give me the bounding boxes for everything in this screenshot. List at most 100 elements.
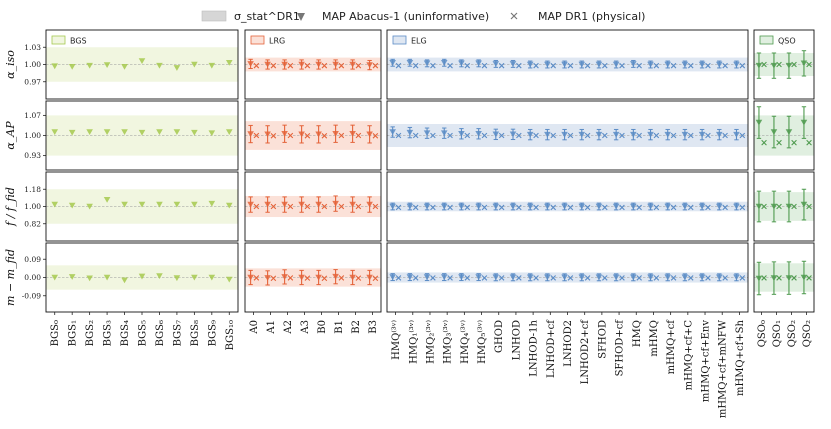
abacus-point-elg-aap-11: [578, 131, 586, 138]
dr1-point-elg-f-14: [636, 204, 642, 211]
abacus-point-bgs-aiso-3: [103, 62, 111, 69]
dr1-point-elg-aiso-16: [670, 62, 677, 69]
dr1-point-qso-aiso-3: [806, 61, 812, 68]
abacus-point-elg-aap-8: [526, 131, 534, 138]
dr1-point-elg-aap-4: [464, 132, 471, 139]
dr1-point-elg-aap-7: [516, 132, 522, 139]
dr1-point-elg-aap-14: [636, 132, 642, 139]
panel-legend-swatch-lrg: [250, 35, 265, 45]
dr1-point-qso-aap-3: [806, 139, 812, 146]
dr1-point-elg-aap-2: [430, 132, 436, 139]
abacus-point-elg-aap-19: [715, 131, 723, 138]
abacus-point-bgs-f-10: [225, 202, 233, 209]
abacus-point-lrg-f-2: [281, 201, 288, 208]
abacus-point-elg-aiso-16: [664, 61, 672, 68]
dr1-point-elg-f-10: [567, 204, 574, 211]
dr1-point-elg-aiso-14: [636, 62, 642, 69]
dr1-point-elg-m-14: [636, 275, 642, 281]
dr1-point-qso-f-3: [806, 203, 812, 210]
abacus-point-lrg-m-0: [247, 274, 254, 281]
dr1-point-elg-f-20: [739, 204, 746, 211]
panel-frame-lrg-m: [244, 242, 382, 313]
dr1-point-elg-f-6: [498, 204, 505, 211]
abacus-point-elg-aap-5: [475, 130, 482, 137]
abacus-point-elg-aap-17: [681, 131, 689, 138]
abacus-point-elg-m-9: [544, 274, 551, 281]
panel-frame-elg-aap: [386, 100, 749, 171]
x-tick-label-elg-1: HMQ₁⁽³ᵛ⁾: [408, 320, 419, 364]
x-tick-label-bgs-9: BGS₉: [207, 320, 218, 346]
abacus-point-bgs-aiso-6: [156, 62, 163, 69]
panel-frame-lrg-aap: [244, 100, 382, 171]
abacus-point-lrg-aap-4: [315, 131, 322, 138]
dr1-point-elg-aap-1: [412, 132, 419, 139]
abacus-point-bgs-aiso-5: [138, 58, 146, 65]
abacus-point-lrg-f-4: [315, 201, 322, 208]
x-tick-label-qso-3: QSO₂: [802, 320, 813, 347]
abacus-point-elg-f-14: [630, 203, 637, 210]
dr1-point-elg-aiso-8: [533, 62, 539, 69]
abacus-point-bgs-aap-9: [208, 130, 216, 137]
x-tick-label-lrg-6: B2: [351, 320, 362, 334]
abacus-point-qso-aiso-0: [755, 62, 763, 69]
abacus-point-lrg-aiso-3: [298, 61, 305, 68]
abacus-point-elg-aiso-13: [612, 61, 620, 68]
dr1-point-elg-aiso-11: [584, 62, 591, 69]
dr1-point-elg-m-19: [722, 275, 728, 281]
dr1-point-lrg-m-7: [372, 275, 379, 282]
abacus-point-elg-aiso-3: [440, 59, 448, 66]
dr1-point-elg-aap-18: [705, 132, 711, 139]
y-tick-label-f-0: 0.82: [24, 219, 41, 228]
dr1-point-lrg-aiso-4: [321, 62, 328, 69]
abacus-point-elg-m-19: [715, 274, 723, 281]
x-tick-label-bgs-3: BGS₃: [103, 320, 114, 346]
abacus-point-elg-f-16: [664, 203, 672, 210]
x-tick-label-bgs-7: BGS₇: [172, 320, 183, 346]
dr1-point-qso-aiso-1: [776, 61, 782, 68]
dr1-point-elg-m-4: [464, 275, 471, 281]
dr1-point-elg-f-5: [481, 204, 488, 211]
x-tick-label-elg-10: LNHOD2: [563, 320, 574, 367]
dr1-point-qso-m-3: [806, 275, 812, 281]
abacus-point-bgs-aap-7: [173, 129, 181, 136]
abacus-point-bgs-f-8: [191, 201, 198, 208]
abacus-point-bgs-aiso-9: [208, 62, 216, 69]
panel-legend-swatch-bgs: [51, 35, 66, 45]
dr1-point-lrg-m-1: [270, 275, 277, 282]
abacus-point-bgs-f-6: [156, 201, 163, 208]
dr1-point-elg-aiso-4: [464, 62, 471, 69]
abacus-point-elg-aiso-1: [406, 59, 414, 66]
abacus-point-bgs-aap-10: [225, 129, 233, 136]
panel-frame-lrg-aiso: [244, 29, 382, 100]
y-axis-label-f: f / f_fid: [4, 187, 17, 227]
dr1-point-elg-f-0: [395, 204, 402, 211]
abacus-point-elg-aiso-9: [544, 61, 551, 68]
abacus-point-elg-m-5: [475, 274, 482, 281]
dr1-point-lrg-f-3: [304, 203, 311, 210]
abacus-point-bgs-m-4: [121, 277, 128, 284]
dr1-point-elg-m-20: [739, 275, 746, 281]
abacus-point-elg-f-11: [578, 203, 586, 210]
panel-frame-bgs-f: [45, 171, 239, 242]
dr1-point-lrg-aap-4: [321, 132, 328, 139]
dr1-point-lrg-f-0: [253, 203, 260, 210]
legend-cross-icon: [510, 12, 518, 20]
legend-band-label: σ_stat^DR1: [234, 10, 300, 23]
dr1-point-elg-aiso-13: [619, 62, 625, 69]
y-tick-label-aiso-1: 1.00: [24, 60, 41, 69]
dr1-point-lrg-aiso-5: [338, 62, 345, 69]
abacus-point-bgs-m-1: [68, 274, 76, 280]
abacus-point-lrg-f-0: [247, 201, 254, 208]
x-tick-label-elg-12: SFHOD: [597, 320, 608, 359]
legend-band-swatch: [201, 10, 227, 22]
abacus-point-elg-m-11: [578, 274, 586, 281]
abacus-point-qso-aiso-2: [785, 62, 793, 69]
abacus-point-lrg-aiso-6: [349, 61, 356, 68]
abacus-point-bgs-aap-0: [51, 129, 59, 136]
dr1-point-qso-f-0: [761, 203, 767, 210]
abacus-point-qso-aap-0: [755, 119, 763, 126]
abacus-point-elg-f-19: [715, 203, 723, 210]
dr1-point-qso-aiso-2: [791, 61, 797, 68]
x-tick-label-qso-1: QSO₁: [772, 320, 783, 347]
dr1-point-elg-m-9: [550, 275, 557, 281]
